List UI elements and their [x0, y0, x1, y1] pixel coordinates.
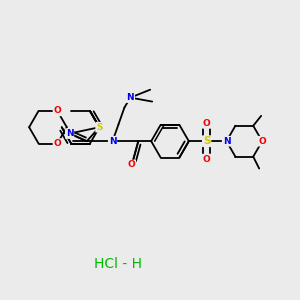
- Text: O: O: [258, 137, 266, 146]
- Text: N: N: [223, 137, 230, 146]
- Text: O: O: [203, 154, 211, 164]
- Text: N: N: [109, 137, 116, 146]
- Text: O: O: [53, 139, 61, 148]
- Text: O: O: [53, 106, 61, 116]
- Text: HCl - H: HCl - H: [94, 257, 142, 271]
- Text: O: O: [203, 119, 211, 128]
- Text: S: S: [203, 136, 210, 146]
- Text: O: O: [128, 160, 135, 169]
- Text: S: S: [96, 123, 103, 132]
- Text: N: N: [127, 93, 134, 102]
- Text: N: N: [66, 129, 74, 138]
